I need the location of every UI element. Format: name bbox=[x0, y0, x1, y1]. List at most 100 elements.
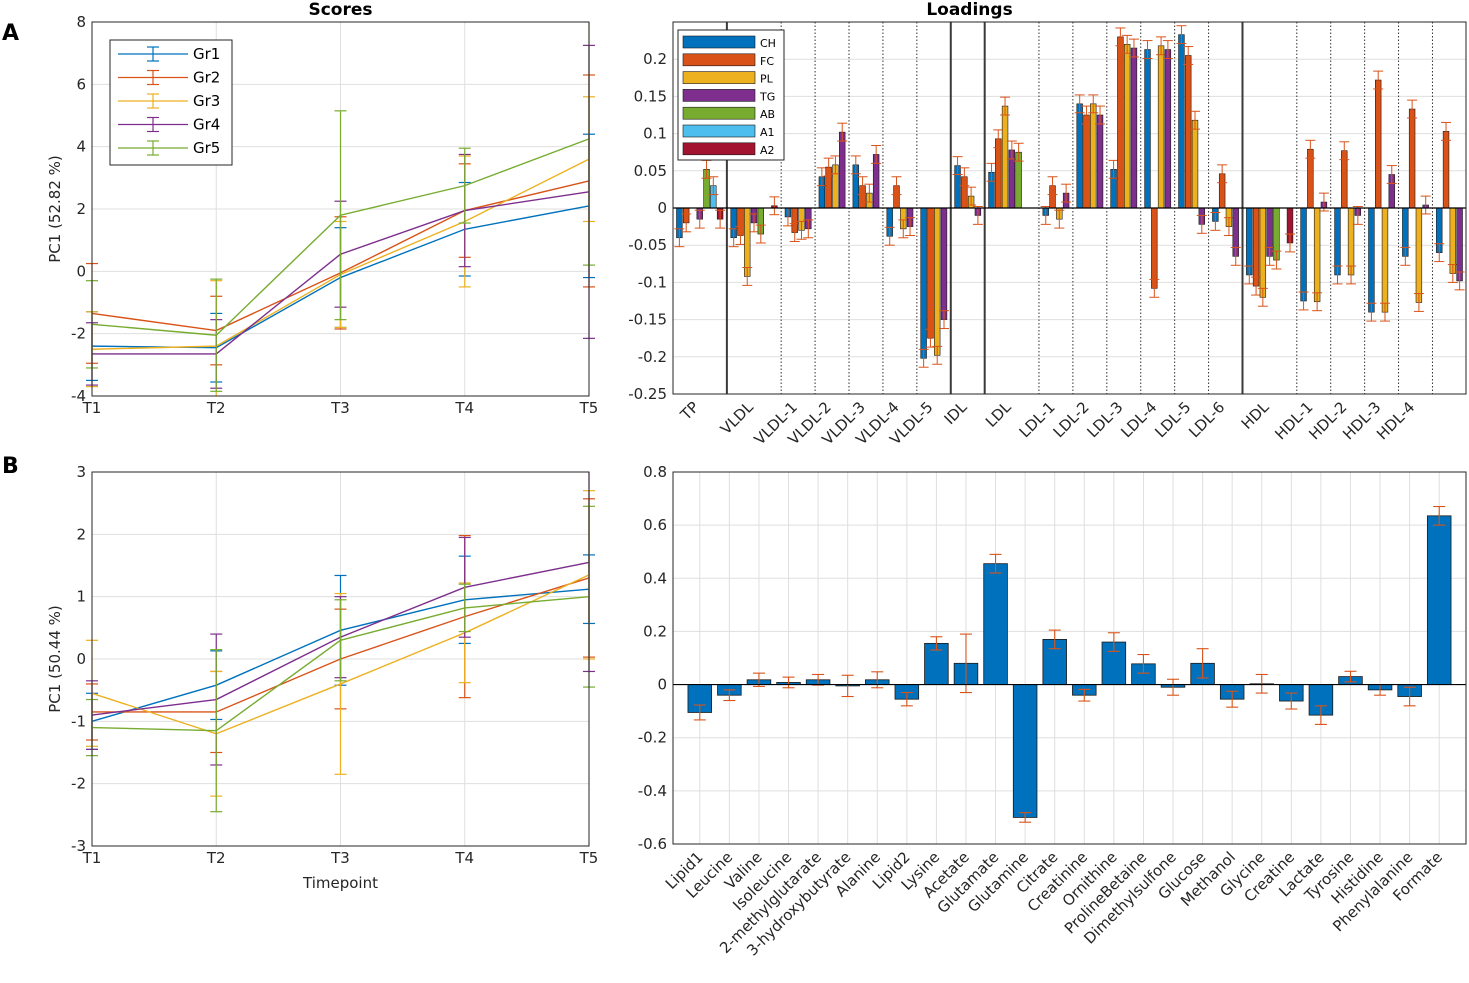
plot-border bbox=[91, 471, 590, 847]
error-bar bbox=[755, 224, 766, 244]
x-tick-label: LDL-5 bbox=[1151, 398, 1194, 441]
bar-tg bbox=[1096, 114, 1104, 209]
legend-swatch bbox=[682, 89, 756, 102]
bar-pl bbox=[1123, 44, 1131, 209]
y-tick-label: 0.2 bbox=[643, 50, 667, 68]
y-tick-label: -0.05 bbox=[628, 236, 667, 254]
error-bar bbox=[1183, 46, 1194, 65]
legend-item: Gr1 bbox=[118, 45, 220, 63]
legend-item: TG bbox=[682, 89, 775, 103]
error-bar bbox=[1433, 505, 1446, 526]
bar-pl bbox=[1381, 207, 1389, 313]
error-bar bbox=[1000, 96, 1011, 116]
error-bar bbox=[1379, 302, 1390, 322]
x-tick-label: HDL-3 bbox=[1339, 398, 1384, 443]
error-bar bbox=[1048, 629, 1061, 650]
error-bar bbox=[735, 226, 746, 245]
error-bar bbox=[850, 155, 861, 175]
bar-ch bbox=[1334, 207, 1341, 276]
error-bar bbox=[1251, 276, 1262, 296]
error-bar bbox=[830, 155, 841, 175]
error-bar bbox=[952, 156, 963, 176]
x-tick-label: T3 bbox=[330, 399, 350, 417]
error-bar bbox=[1108, 159, 1119, 179]
error-bar bbox=[1088, 94, 1099, 114]
y-tick-label: 0 bbox=[76, 650, 86, 668]
scores-chart-b: -3 -2 -1 0 1 2 3 T1 T2 T3 T4 T5 Timepoint PC1 (50.44 … bbox=[46, 463, 598, 892]
x-tick-label: T4 bbox=[454, 849, 474, 867]
bar-tg bbox=[1164, 49, 1172, 209]
x-tick-label: LDL-4 bbox=[1117, 398, 1160, 441]
legend-swatch bbox=[682, 53, 756, 67]
legend-box bbox=[109, 39, 233, 166]
x-tick-label: HDL-2 bbox=[1305, 398, 1350, 443]
bar-pl bbox=[1347, 207, 1355, 276]
loadings-chart-b: -0.6-0.4-0.200.20.40.60.8Lipid1LeucineVa… bbox=[638, 463, 1467, 959]
legend-label: Gr3 bbox=[193, 92, 220, 110]
error-bar bbox=[932, 345, 943, 365]
error-bar bbox=[989, 553, 1002, 574]
bar-fc bbox=[1185, 55, 1192, 209]
y-tick-label: 8 bbox=[76, 13, 86, 31]
bar-pl bbox=[1259, 207, 1267, 298]
x-tick-label: T4 bbox=[454, 399, 474, 417]
legend-label: AB bbox=[760, 108, 775, 121]
error-bar bbox=[1196, 214, 1207, 234]
legend-swatch bbox=[682, 35, 756, 49]
error-bar bbox=[1312, 292, 1323, 312]
error-bar bbox=[210, 649, 223, 813]
legend-item: CH bbox=[682, 35, 776, 50]
error-bar bbox=[1081, 105, 1092, 125]
error-bar bbox=[1386, 165, 1397, 184]
error-bar bbox=[1344, 670, 1357, 683]
y-tick-label: -3 bbox=[71, 837, 86, 855]
x-axis-label: Timepoint bbox=[302, 874, 378, 892]
error-bar bbox=[1298, 291, 1309, 311]
bar-pl bbox=[1090, 103, 1097, 209]
y-tick-label: -0.2 bbox=[638, 348, 667, 366]
legend-label: FC bbox=[760, 55, 774, 68]
x-tick-label: LDL-2 bbox=[1050, 398, 1093, 441]
y-tick-label: 0.8 bbox=[643, 463, 667, 481]
legend-swatch bbox=[682, 106, 756, 120]
error-bar bbox=[1264, 246, 1275, 266]
error-bar bbox=[723, 689, 736, 702]
error-bar bbox=[1115, 27, 1126, 47]
y-tick-label: -2 bbox=[71, 325, 86, 343]
legend-swatch bbox=[682, 142, 756, 156]
error-bar bbox=[1156, 36, 1167, 56]
error-bar bbox=[674, 228, 685, 248]
legend: Gr1 Gr2 Gr3 Gr4 Gr5 bbox=[109, 39, 233, 166]
bar-pl bbox=[1157, 45, 1165, 209]
error-bar bbox=[789, 223, 800, 242]
bar-fc bbox=[1252, 207, 1260, 287]
error-bar bbox=[796, 220, 807, 240]
bar-ch bbox=[1144, 49, 1151, 209]
error-bar bbox=[334, 599, 347, 682]
y-tick-label: -0.6 bbox=[638, 835, 667, 853]
error-bar bbox=[1107, 632, 1120, 652]
bar-tg bbox=[1456, 207, 1463, 282]
y-tick-label: 0.2 bbox=[643, 622, 667, 640]
error-bar bbox=[1128, 38, 1139, 58]
legend-label: CH bbox=[760, 37, 776, 50]
legend-label: PL bbox=[760, 73, 774, 86]
bar-pl bbox=[1191, 119, 1199, 209]
legend: CH FC PL TG AB A1 A2 bbox=[677, 29, 785, 161]
legend-label: TG bbox=[759, 90, 775, 103]
bar-pl bbox=[1415, 207, 1423, 303]
plot-border bbox=[672, 471, 1467, 845]
error-bar bbox=[1223, 217, 1234, 237]
y-tick-label: 0.1 bbox=[643, 125, 667, 143]
error-bar bbox=[1230, 246, 1241, 266]
error-bar bbox=[905, 217, 916, 237]
y-tick-label: 0 bbox=[657, 199, 667, 217]
error-bar bbox=[1407, 99, 1418, 119]
error-bar bbox=[841, 674, 854, 698]
error-bar bbox=[1167, 678, 1180, 696]
error-bar bbox=[1196, 648, 1209, 679]
error-bar bbox=[1271, 250, 1282, 270]
error-bar bbox=[1420, 195, 1431, 215]
legend-label: A1 bbox=[760, 126, 775, 139]
